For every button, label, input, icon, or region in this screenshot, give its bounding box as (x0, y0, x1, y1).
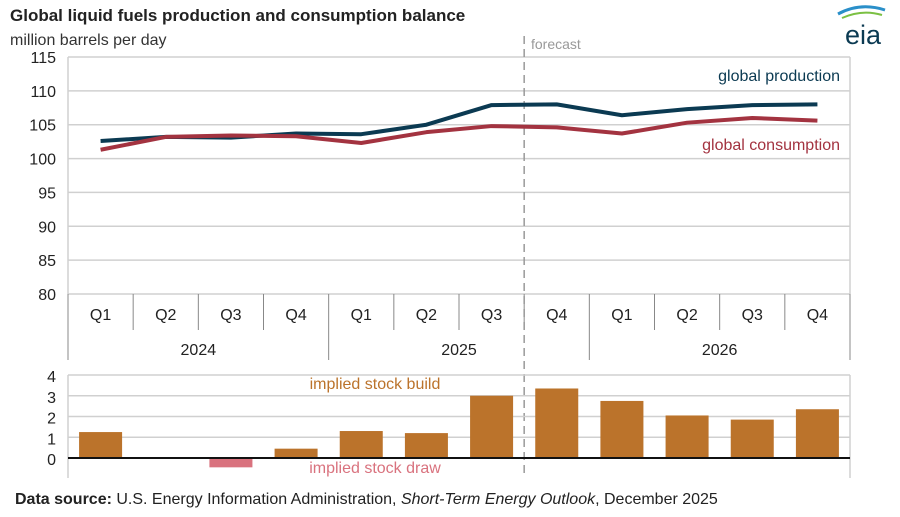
source-publication: Short-Term Energy Outlook (401, 491, 596, 508)
y-tick-label: 1 (47, 431, 56, 448)
year-label: 2025 (441, 342, 477, 359)
quarter-label: Q3 (481, 307, 502, 324)
source-date: , December 2025 (595, 491, 718, 508)
y-tick-label: 105 (29, 118, 56, 135)
build-label: implied stock build (310, 376, 441, 393)
series-line-global-consumption (100, 115, 818, 152)
stock-bar (79, 432, 123, 458)
quarter-label: Q1 (90, 307, 111, 324)
chart-subtitle: million barrels per day (10, 32, 167, 49)
quarter-label: Q4 (285, 307, 306, 324)
stock-bar (535, 388, 579, 458)
eia-logo: eia (837, 5, 886, 50)
stock-bar (209, 458, 253, 468)
y-tick-label: 2 (47, 411, 56, 428)
series-label: global production (718, 68, 840, 85)
source-note: Data source: U.S. Energy Information Adm… (15, 491, 718, 508)
quarter-label: Q1 (611, 307, 632, 324)
y-tick-label: 110 (30, 84, 56, 101)
y-tick-label: 85 (38, 253, 56, 270)
source-label: Data source: (15, 491, 112, 508)
series-label: global consumption (702, 137, 840, 154)
quarter-label: Q4 (807, 307, 828, 324)
quarter-label: Q2 (416, 307, 437, 324)
stock-bar (795, 409, 839, 458)
quarter-label: Q1 (351, 307, 372, 324)
source-text: U.S. Energy Information Administration, (112, 491, 401, 508)
chart-title: Global liquid fuels production and consu… (10, 6, 465, 25)
draw-label: implied stock draw (309, 460, 441, 477)
stock-bar (665, 415, 709, 458)
y-tick-label: 100 (29, 152, 56, 169)
y-tick-label: 3 (47, 390, 56, 407)
stock-bar (274, 448, 318, 458)
quarter-label: Q3 (220, 307, 241, 324)
year-label: 2026 (702, 342, 738, 359)
stock-bar (470, 395, 514, 458)
y-tick-label: 95 (38, 185, 56, 202)
eia-logo-text: eia (845, 20, 882, 50)
quarter-label: Q2 (155, 307, 176, 324)
quarter-label: Q2 (676, 307, 697, 324)
y-tick-label: 115 (30, 50, 56, 67)
stock-bar (730, 419, 774, 458)
quarter-label: Q4 (546, 307, 567, 324)
stock-bar (600, 400, 644, 458)
quarter-label: Q3 (742, 307, 763, 324)
forecast-label: forecast (531, 36, 581, 52)
stock-bar (339, 431, 383, 458)
year-label: 2024 (181, 342, 217, 359)
stock-bar (404, 433, 448, 458)
y-tick-label: 0 (47, 452, 56, 469)
y-tick-label: 4 (47, 369, 56, 386)
y-tick-label: 80 (38, 287, 56, 304)
y-tick-label: 90 (38, 219, 56, 236)
